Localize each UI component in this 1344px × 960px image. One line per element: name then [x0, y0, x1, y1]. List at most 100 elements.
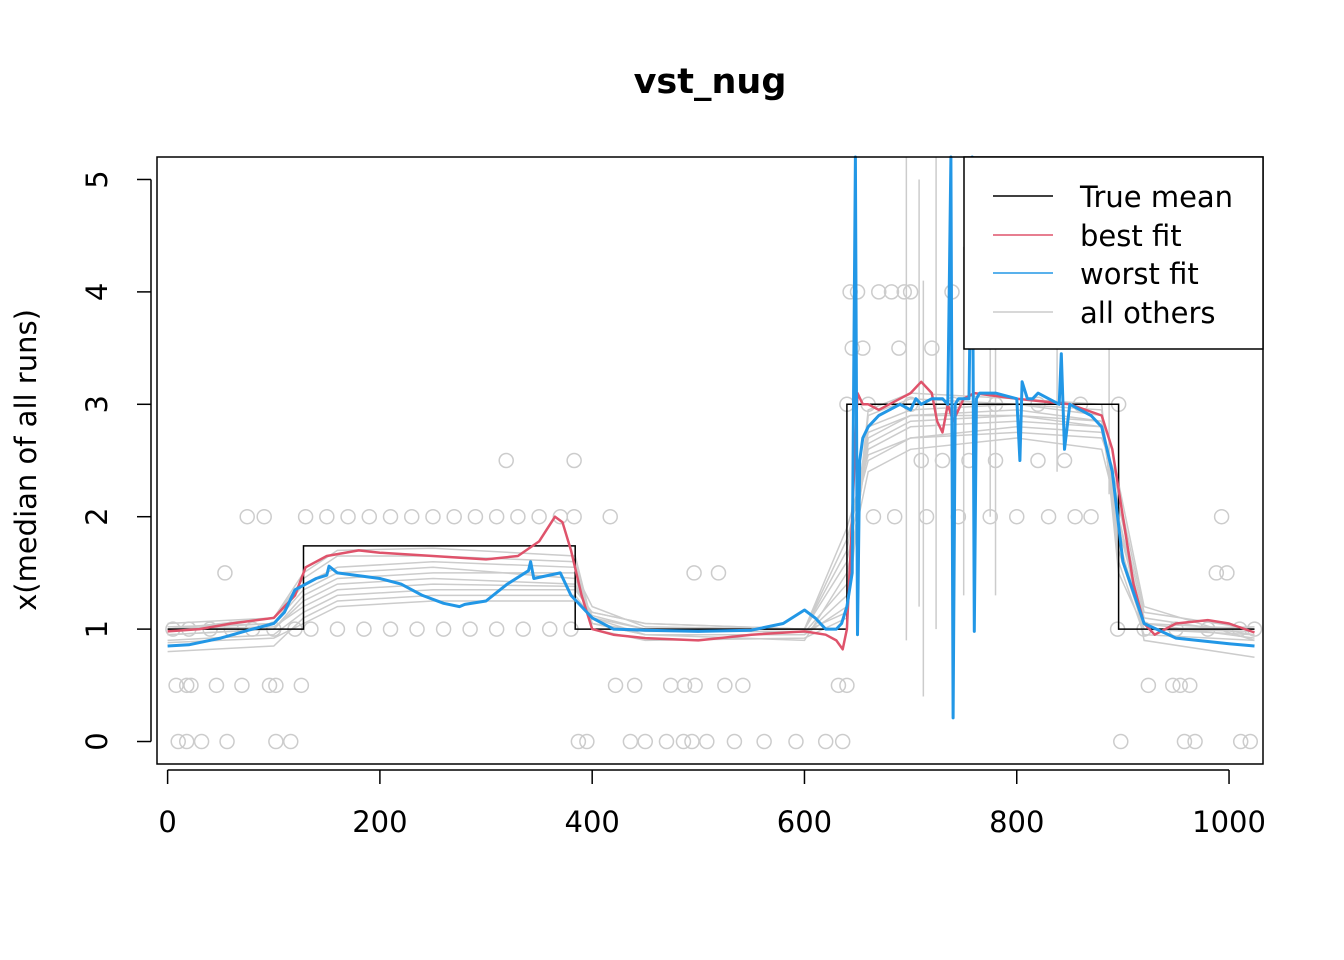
scatter-point-96	[924, 340, 940, 356]
scatter-point-45	[488, 621, 505, 637]
x-tick-label-0: 0	[158, 805, 176, 839]
x-tick-label-800: 800	[989, 805, 1044, 839]
scatter-point-29	[403, 508, 420, 525]
scatter-point-66	[675, 733, 692, 750]
y-tick-label-0: 0	[80, 732, 114, 750]
scatter-point-20	[282, 733, 299, 750]
scatter-point-8	[178, 677, 195, 694]
scatter-point-21	[217, 565, 233, 581]
scatter-point-65	[658, 733, 675, 750]
others-line-1	[167, 420, 1255, 636]
scatter-point-17	[193, 733, 210, 750]
scatter-point-75	[710, 565, 727, 581]
scatter-point-7	[168, 677, 184, 694]
scatter-point-72	[817, 733, 834, 750]
axes: 0 200 400 600 800 1000 0 1 2 3 4 5	[80, 156, 1266, 839]
scatter-point-62	[839, 677, 855, 694]
y-tick-label-2: 2	[80, 507, 114, 525]
scatter-point-89	[902, 284, 919, 300]
chart-title: vst_nug	[634, 62, 787, 102]
scatter-point-87	[883, 284, 900, 300]
y-tick-label-4: 4	[80, 283, 114, 301]
scatter-point-51	[570, 733, 587, 750]
scatter-point-119	[1165, 677, 1181, 694]
scatter-point-69	[726, 733, 743, 750]
scatter-point-10	[208, 677, 225, 694]
scatter-point-104	[1067, 508, 1083, 525]
scatter-point-53	[602, 508, 618, 525]
scatter-point-125	[1232, 733, 1249, 750]
scatter-point-26	[340, 508, 356, 525]
scatter-point-95	[891, 340, 907, 356]
scatter-point-37	[566, 508, 582, 525]
scatter-point-122	[1113, 733, 1129, 750]
scatter-point-118	[1140, 677, 1157, 694]
scatter-point-39	[329, 621, 346, 637]
scatter-point-33	[488, 508, 505, 525]
scatter-point-107	[934, 452, 951, 469]
scatter-point-74	[686, 565, 702, 581]
scatter-point-85	[849, 284, 866, 300]
legend-label-worst-fit: worst fit	[1080, 257, 1199, 291]
scatter-point-120	[1172, 677, 1188, 694]
scatter-point-35	[531, 508, 547, 525]
scatter-point-98	[886, 508, 903, 525]
scatter-point-58	[687, 677, 703, 694]
scatter-point-32	[467, 508, 484, 525]
scatter-point-102	[1009, 508, 1025, 525]
legend-box	[963, 156, 1264, 350]
scatter-point-97	[865, 508, 882, 525]
others-line-9	[167, 431, 1255, 644]
y-tick-label-5: 5	[80, 170, 114, 188]
scatter-point-63	[622, 733, 639, 750]
scatter-point-105	[1083, 508, 1099, 525]
plot-frame	[156, 156, 1264, 765]
scatter-point-61	[830, 677, 847, 694]
scatter-point-55	[626, 677, 643, 694]
scatter-point-11	[234, 677, 250, 694]
x-tick-label-1000: 1000	[1192, 805, 1266, 839]
scatter-point-57	[676, 677, 693, 694]
scatter-point-41	[382, 621, 399, 637]
scatter-point-126	[1242, 733, 1259, 750]
scatter-point-30	[425, 508, 441, 525]
x-tick-label-600: 600	[777, 805, 832, 839]
scatter-point-46	[515, 621, 531, 637]
others-line-4	[167, 403, 1255, 636]
scatter-point-12	[261, 677, 278, 694]
scatter-point-59	[717, 677, 733, 694]
scatter-point-9	[183, 677, 199, 694]
others-line-6	[167, 392, 1255, 633]
scatter-point-128	[1219, 565, 1235, 581]
scatter-point-60	[735, 677, 751, 694]
others-line-3	[167, 426, 1255, 642]
scatter-point-27	[361, 508, 378, 525]
scatter-point-18	[219, 733, 235, 750]
scatter-point-73	[834, 733, 851, 750]
scatter-point-14	[293, 677, 310, 694]
y-axis-label: x(median of all runs)	[9, 309, 43, 611]
scatter-point-111	[1056, 452, 1073, 469]
x-tick-label-200: 200	[352, 805, 407, 839]
scatter-point-16	[178, 733, 195, 750]
scatter-point-129	[1213, 508, 1230, 525]
scatter-point-40	[356, 621, 372, 637]
scatter-point-43	[435, 621, 452, 637]
scatter-point-47	[541, 621, 558, 637]
scatter-point-123	[1176, 733, 1193, 750]
scatter-point-52	[579, 733, 595, 750]
scatter-point-121	[1182, 677, 1198, 694]
others-series	[167, 157, 1255, 697]
scatter-point-64	[637, 733, 654, 750]
scatter-point-124	[1187, 733, 1203, 750]
scatter-point-22	[239, 508, 255, 525]
legend-label-all-others: all others	[1080, 296, 1215, 330]
scatter-point-38	[303, 621, 319, 637]
scatter-points	[165, 284, 1263, 750]
scatter-point-70	[756, 733, 772, 750]
worst-fit-series	[167, 155, 1255, 720]
scatter-point-50	[566, 452, 582, 469]
y-tick-label-1: 1	[80, 620, 114, 638]
worst-fit-line	[167, 155, 1255, 720]
